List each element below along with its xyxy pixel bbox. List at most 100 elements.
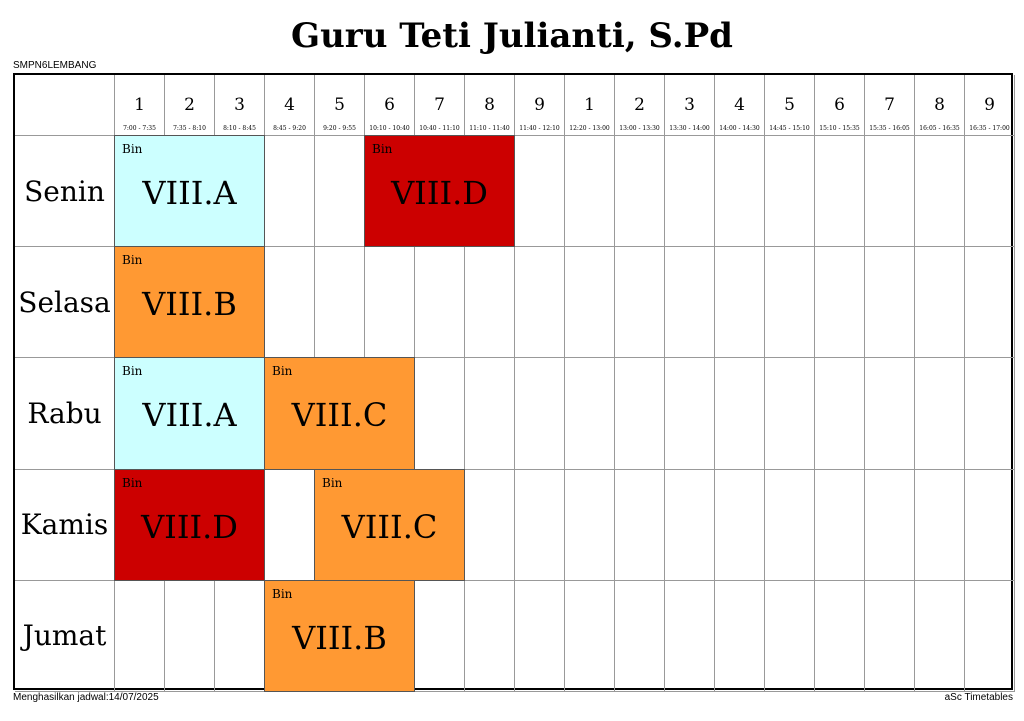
timetable-cell xyxy=(465,358,515,470)
period-number: 8 xyxy=(934,95,945,115)
period-time: 7:00 - 7:35 xyxy=(123,125,156,132)
period-header: 3 13:30 - 14:00 xyxy=(665,75,715,136)
timetable-cell xyxy=(615,358,665,470)
class-label: VIII.A xyxy=(142,174,237,212)
timetable-cell xyxy=(865,580,915,692)
timetable-cell xyxy=(565,469,615,581)
period-header: 6 10:10 - 10:40 xyxy=(365,75,415,136)
day-label: Kamis xyxy=(15,469,115,581)
period-time: 13:30 - 14:00 xyxy=(669,125,710,132)
period-time: 11:40 - 12:10 xyxy=(519,125,560,132)
lesson-card[interactable]: Bin VIII.A xyxy=(114,135,265,248)
timetable-cell xyxy=(615,136,665,248)
period-number: 7 xyxy=(434,95,445,115)
timetable-cell xyxy=(815,469,865,581)
period-time: 11:10 - 11:40 xyxy=(469,125,510,132)
class-label: VIII.C xyxy=(291,396,388,435)
class-label: VIII.A xyxy=(142,396,237,435)
period-number: 9 xyxy=(534,95,545,115)
timetable-cell xyxy=(265,469,315,581)
period-time: 15:35 - 16:05 xyxy=(869,125,910,132)
day-label: Selasa xyxy=(15,247,115,359)
subject-label: Bin xyxy=(272,364,293,379)
timetable-cell xyxy=(315,136,365,248)
school-name: SMPN6LEMBANG xyxy=(13,60,97,71)
timetable-cell xyxy=(465,247,515,359)
timetable-cell xyxy=(415,247,465,359)
day-label: Jumat xyxy=(15,580,115,692)
period-time: 7:35 - 8:10 xyxy=(173,125,206,132)
generated-date: Menghasilkan jadwal:14/07/2025 xyxy=(13,692,159,703)
timetable-cell xyxy=(715,580,765,692)
period-header: 7 10:40 - 11:10 xyxy=(415,75,465,136)
timetable-cell xyxy=(565,580,615,692)
timetable-cell xyxy=(515,580,565,692)
timetable-cell xyxy=(665,358,715,470)
period-number: 2 xyxy=(184,95,195,115)
timetable-cell xyxy=(865,247,915,359)
timetable-cell xyxy=(715,358,765,470)
period-header: 5 14:45 - 15:10 xyxy=(765,75,815,136)
timetable-cell xyxy=(215,580,265,692)
timetable-cell xyxy=(765,247,815,359)
subject-label: Bin xyxy=(122,253,143,268)
timetable-cell xyxy=(265,247,315,359)
period-time: 10:10 - 10:40 xyxy=(369,125,410,132)
period-number: 1 xyxy=(134,95,145,115)
timetable-cell xyxy=(415,358,465,470)
timetable-cell xyxy=(915,136,965,248)
timetable-cell xyxy=(465,580,515,692)
lesson-card[interactable]: Bin VIII.B xyxy=(264,579,415,692)
class-label: VIII.B xyxy=(292,618,387,657)
subject-label: Bin xyxy=(122,364,143,379)
timetable-cell xyxy=(615,469,665,581)
period-number: 6 xyxy=(834,95,845,115)
period-time: 8:45 - 9:20 xyxy=(273,125,306,132)
timetable-cell xyxy=(365,247,415,359)
period-number: 5 xyxy=(784,95,795,115)
page-title: Guru Teti Julianti, S.Pd xyxy=(291,16,733,56)
timetable-cell xyxy=(965,247,1015,359)
timetable-grid: 1 7:00 - 7:35 2 7:35 - 8:10 3 8:10 - 8:45 4 8:4… xyxy=(13,73,1015,692)
period-number: 3 xyxy=(684,95,695,115)
timetable-cell xyxy=(765,358,815,470)
subject-label: Bin xyxy=(272,586,293,601)
lesson-card[interactable]: Bin VIII.C xyxy=(314,468,465,581)
period-header: 8 16:05 - 16:35 xyxy=(915,75,965,136)
timetable-cell xyxy=(965,136,1015,248)
period-time: 10:40 - 11:10 xyxy=(419,125,460,132)
subject-label: Bin xyxy=(122,142,143,156)
period-time: 16:35 - 17:00 xyxy=(969,125,1010,132)
timetable-cell xyxy=(715,247,765,359)
app-credit: aSc Timetables xyxy=(944,692,1013,703)
subject-label: Bin xyxy=(322,475,343,490)
lesson-card[interactable]: Bin VIII.B xyxy=(114,246,265,359)
day-label: Rabu xyxy=(15,358,115,470)
period-time: 16:05 - 16:35 xyxy=(919,125,960,132)
period-header: 1 12:20 - 13:00 xyxy=(565,75,615,136)
period-number: 4 xyxy=(734,95,745,115)
timetable-cell xyxy=(815,136,865,248)
timetable-cell xyxy=(315,247,365,359)
timetable-cell xyxy=(965,358,1015,470)
timetable-cell xyxy=(515,136,565,248)
lesson-card[interactable]: Bin VIII.D xyxy=(114,468,265,581)
timetable-cell xyxy=(665,469,715,581)
period-header: 4 14:00 - 14:30 xyxy=(715,75,765,136)
timetable-cell xyxy=(465,469,515,581)
subject-label: Bin xyxy=(372,142,393,156)
period-number: 7 xyxy=(884,95,895,115)
timetable-cell xyxy=(715,469,765,581)
period-time: 12:20 - 13:00 xyxy=(569,125,610,132)
timetable-cell xyxy=(915,469,965,581)
timetable-cell xyxy=(415,580,465,692)
period-time: 14:45 - 15:10 xyxy=(769,125,810,132)
lesson-card[interactable]: Bin VIII.D xyxy=(364,135,515,248)
period-time: 9:20 - 9:55 xyxy=(323,125,356,132)
timetable-cell xyxy=(965,469,1015,581)
timetable-cell xyxy=(815,358,865,470)
lesson-card[interactable]: Bin VIII.C xyxy=(264,357,415,470)
timetable-cell xyxy=(915,247,965,359)
period-header: 2 7:35 - 8:10 xyxy=(165,75,215,136)
lesson-card[interactable]: Bin VIII.A xyxy=(114,357,265,470)
